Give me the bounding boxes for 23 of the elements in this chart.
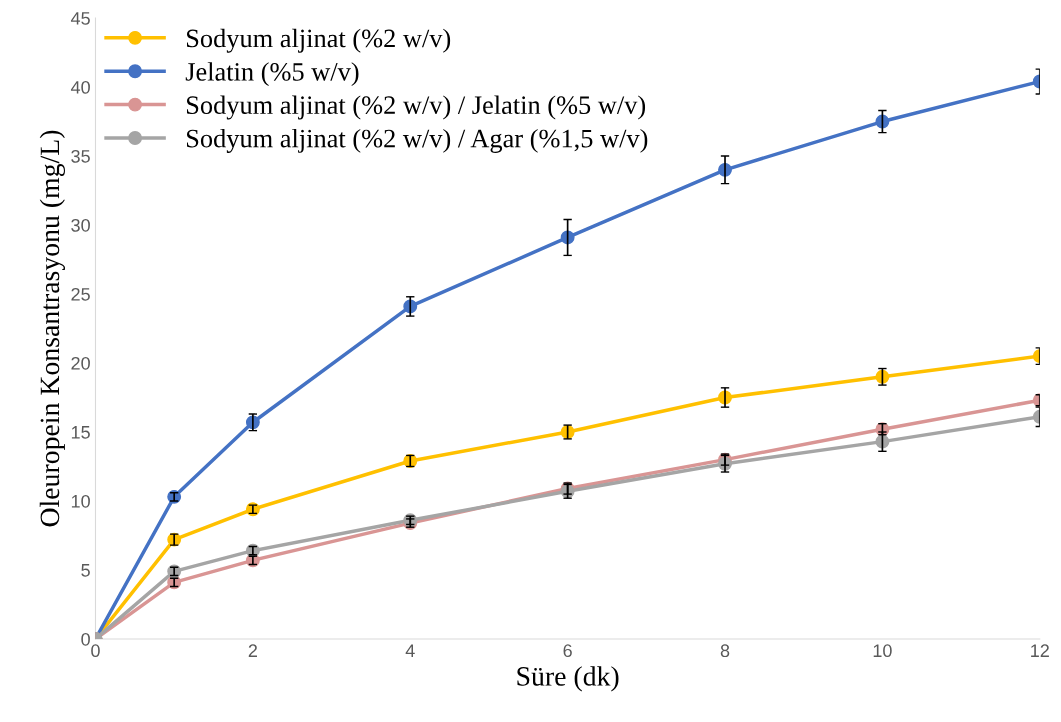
- y-tick-label: 0: [81, 632, 90, 646]
- legend-label: Sodyum aljinat (%2 w/v) / Agar (%1,5 w/v): [186, 128, 648, 153]
- y-tick-label: 25: [71, 287, 90, 301]
- legend-label: Sodyum aljinat (%2 w/v) / Jelatin (%5 w/v): [186, 95, 646, 120]
- legend-label: Jelatin (%5 w/v): [185, 62, 359, 87]
- y-tick-label: 35: [71, 149, 90, 163]
- x-tick-label: 12: [1031, 644, 1049, 657]
- y-tick-label: 45: [70, 12, 90, 25]
- y-tick-label: 10: [71, 494, 90, 508]
- x-tick-label: 10: [873, 644, 892, 658]
- x-tick-label: 4: [405, 644, 415, 657]
- legend-label: Sodyum aljinat (%2 w/v): [186, 28, 451, 53]
- x-tick-label: 2: [248, 644, 257, 657]
- y-tick-label: 30: [71, 218, 90, 232]
- y-tick-label: 40: [70, 80, 90, 94]
- y-tick-label: 20: [71, 356, 90, 370]
- y-tick-label: 15: [71, 426, 90, 439]
- x-tick-label: 6: [563, 644, 572, 658]
- y-axis-title: Oleuropein Konsantrasyonu (mg/L): [39, 130, 65, 527]
- x-tick-label: 8: [720, 644, 730, 658]
- y-tick-label: 5: [81, 564, 90, 577]
- x-tick-label: 0: [91, 644, 100, 658]
- x-axis-title: Süre (dk): [517, 666, 619, 692]
